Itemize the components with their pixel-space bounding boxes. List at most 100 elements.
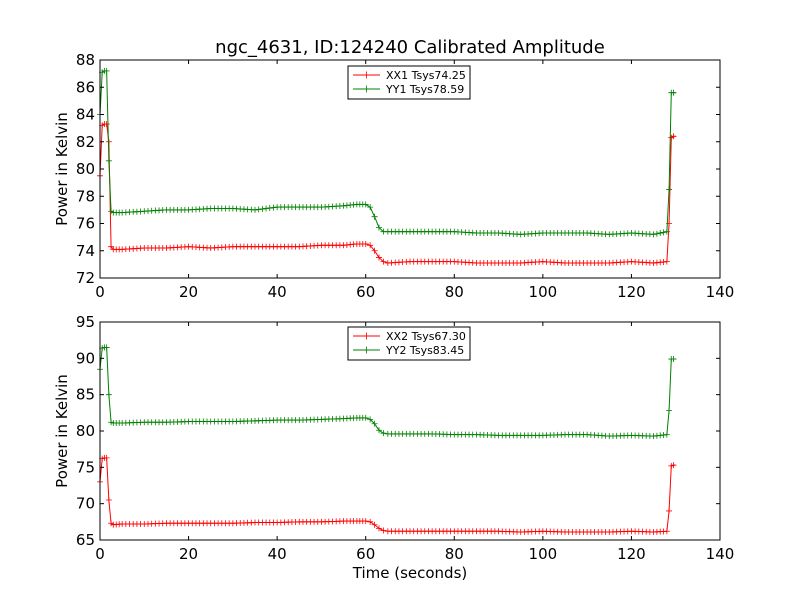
x-tick-label: 80 bbox=[445, 545, 464, 563]
data-point bbox=[376, 254, 382, 261]
y-tick-label: 88 bbox=[76, 51, 95, 69]
data-point bbox=[660, 229, 667, 236]
x-tick-label: 0 bbox=[95, 283, 105, 301]
legend-box bbox=[347, 65, 471, 100]
data-point bbox=[670, 133, 677, 140]
y-tick-label: 82 bbox=[76, 133, 95, 151]
top-panel: 0 20 40 60 80 100 120 140 72 74 76 78 80 82 84 86 88 Powe… bbox=[53, 51, 734, 301]
data-point bbox=[103, 121, 110, 128]
data-point bbox=[362, 201, 369, 208]
x-tick-label: 120 bbox=[617, 283, 646, 301]
data-point bbox=[367, 242, 374, 249]
x-tick-label: 60 bbox=[356, 545, 375, 563]
data-point bbox=[376, 427, 382, 434]
y-tick-label: 74 bbox=[76, 242, 95, 260]
legend-label: YY1 Tsys78.59 bbox=[385, 83, 464, 96]
x-tick-label: 40 bbox=[268, 545, 287, 563]
x-tick-label: 40 bbox=[268, 283, 287, 301]
series-markers-xx bbox=[97, 121, 677, 267]
legend-marker bbox=[363, 85, 370, 93]
data-point bbox=[103, 344, 110, 351]
legend-marker bbox=[363, 346, 370, 354]
data-point bbox=[105, 497, 112, 504]
x-tick-label: 20 bbox=[179, 545, 198, 563]
data-point bbox=[380, 527, 387, 534]
data-point bbox=[666, 407, 673, 414]
data-point bbox=[362, 240, 369, 247]
data-point bbox=[653, 230, 660, 237]
data-point bbox=[367, 204, 374, 211]
data-point bbox=[380, 430, 387, 437]
x-tick-label: 80 bbox=[445, 283, 464, 301]
legend-box bbox=[347, 326, 471, 361]
data-point bbox=[105, 157, 112, 164]
y-tick-label: 85 bbox=[76, 386, 95, 404]
data-point bbox=[376, 224, 382, 231]
y-tick-label: 86 bbox=[76, 78, 95, 96]
y-tick-label: 80 bbox=[76, 160, 95, 178]
data-point bbox=[650, 231, 657, 238]
data-point bbox=[371, 247, 378, 254]
y-tick-label: 78 bbox=[76, 187, 95, 205]
y-axis-label: Power in Kelvin bbox=[53, 374, 71, 488]
data-point bbox=[666, 507, 673, 514]
x-tick-label: 120 bbox=[617, 545, 646, 563]
data-point bbox=[663, 431, 670, 438]
data-point bbox=[670, 356, 677, 363]
x-tick-label: 100 bbox=[529, 545, 558, 563]
data-point bbox=[105, 391, 112, 398]
x-tick-label: 0 bbox=[95, 545, 105, 563]
y-tick-label: 90 bbox=[76, 349, 95, 367]
data-point bbox=[252, 206, 258, 213]
x-tick-label: 140 bbox=[706, 283, 735, 301]
data-point bbox=[663, 228, 670, 235]
legend-marker bbox=[363, 71, 370, 79]
data-point bbox=[266, 205, 273, 212]
data-point bbox=[670, 89, 677, 96]
series-markers-yy bbox=[97, 344, 677, 440]
x-tick-label: 60 bbox=[356, 283, 375, 301]
data-point bbox=[670, 462, 677, 469]
bottom-panel: 0 20 40 60 80 100 120 140 65 70 75 80 85 90 95 Power in… bbox=[53, 313, 734, 563]
x-tick-label: 140 bbox=[706, 545, 735, 563]
data-point bbox=[103, 454, 110, 461]
data-point bbox=[367, 518, 374, 525]
x-tick-label: 100 bbox=[529, 283, 558, 301]
data-point bbox=[263, 205, 270, 212]
y-tick-label: 72 bbox=[76, 269, 95, 287]
legend-label: YY2 Tsys83.45 bbox=[385, 344, 464, 357]
data-point bbox=[103, 67, 110, 74]
data-point bbox=[371, 420, 378, 427]
data-point bbox=[663, 258, 670, 265]
data-point bbox=[362, 414, 369, 421]
legend-label: XX2 Tsys67.30 bbox=[386, 330, 466, 343]
y-tick-label: 75 bbox=[76, 458, 95, 476]
data-point bbox=[657, 230, 664, 237]
y-axis-label: Power in Kelvin bbox=[53, 112, 71, 226]
x-axis-label: Time (seconds) bbox=[352, 564, 468, 582]
y-tick-label: 84 bbox=[76, 106, 95, 124]
series-markers-yy bbox=[97, 67, 677, 238]
data-point bbox=[259, 205, 266, 212]
data-point bbox=[255, 206, 262, 213]
y-tick-label: 95 bbox=[76, 313, 95, 331]
y-tick-label: 76 bbox=[76, 215, 95, 233]
data-point bbox=[371, 213, 378, 220]
y-tick-label: 65 bbox=[76, 531, 95, 549]
data-point bbox=[663, 528, 670, 535]
y-tick-label: 80 bbox=[76, 422, 95, 440]
y-tick-label: 70 bbox=[76, 495, 95, 513]
data-point bbox=[270, 204, 277, 211]
data-point bbox=[666, 186, 673, 193]
data-point bbox=[371, 521, 378, 528]
data-point bbox=[380, 258, 387, 265]
data-point bbox=[367, 416, 374, 423]
legend-label: XX1 Tsys74.25 bbox=[386, 69, 466, 82]
x-tick-label: 20 bbox=[179, 283, 198, 301]
data-point bbox=[376, 525, 382, 532]
legend-marker bbox=[363, 332, 370, 340]
chart-title: ngc_4631, ID:124240 Calibrated Amplitude bbox=[215, 37, 605, 58]
